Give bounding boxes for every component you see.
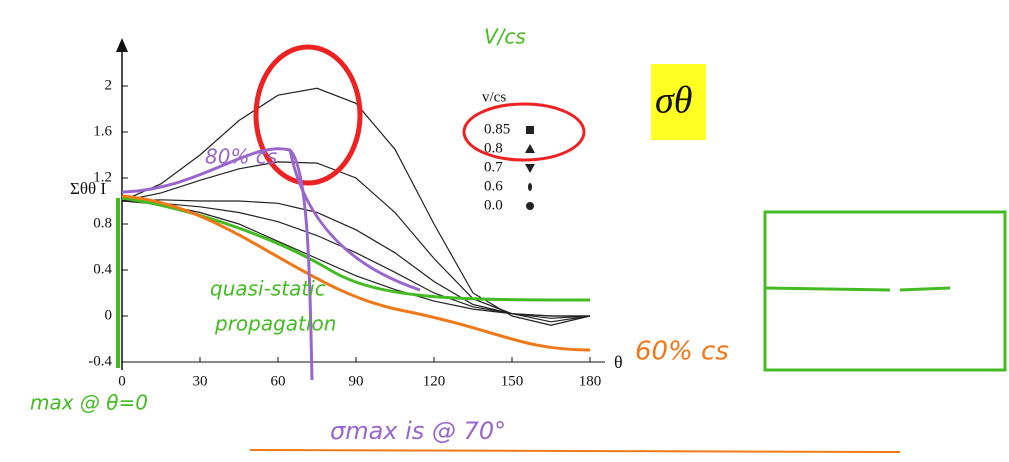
y-arrow xyxy=(116,38,128,52)
annotation: max @ θ=0 xyxy=(30,391,148,415)
y-tick-label: 0.8 xyxy=(93,215,112,231)
legend-marker xyxy=(528,183,532,191)
y-tick-label: 2 xyxy=(105,77,113,93)
slide-symbol: σθ xyxy=(655,80,692,122)
y-tick-label: 0.4 xyxy=(93,261,112,277)
legend-marker xyxy=(526,202,534,210)
orange-stroke xyxy=(122,196,590,350)
x-tick-label: 30 xyxy=(193,373,208,389)
legend-title: v/cs xyxy=(482,89,506,105)
clip xyxy=(706,60,766,150)
purple-stroke xyxy=(122,149,312,380)
annotation: 60% cs xyxy=(635,337,729,367)
green-stroke xyxy=(765,288,950,290)
x-axis-label: θ xyxy=(614,352,623,372)
series-line xyxy=(122,88,590,325)
y-tick-label: 0 xyxy=(105,307,113,323)
y-tick-label: 1.2 xyxy=(93,169,112,185)
legend-label: 0.0 xyxy=(484,197,503,213)
legend-label: 0.7 xyxy=(484,159,503,175)
x-tick-label: 60 xyxy=(271,373,286,389)
annotation: quasi-static xyxy=(210,277,326,301)
legend-label: 0.6 xyxy=(484,178,503,194)
legend-marker xyxy=(525,144,535,153)
legend-marker xyxy=(525,164,535,173)
annotation: V/cs xyxy=(484,25,526,49)
y-tick-label: 1.6 xyxy=(93,123,112,139)
chart: σθ Σθθ I θ v/cs -0.400.40.81.21.62030609… xyxy=(0,0,1009,462)
orange-underline xyxy=(250,450,900,452)
annotation: σmax is @ 70° xyxy=(330,417,506,445)
x-tick-label: 90 xyxy=(349,373,364,389)
x-tick-label: 150 xyxy=(501,373,524,389)
legend-marker xyxy=(526,126,534,134)
legend-label: 0.85 xyxy=(484,121,510,137)
x-tick-label: 0 xyxy=(118,373,126,389)
x-tick-label: 180 xyxy=(579,373,602,389)
red-circle xyxy=(464,104,584,160)
y-tick-label: -0.4 xyxy=(88,353,112,369)
annotation: 80% cs xyxy=(205,145,277,169)
annotation: propagation xyxy=(214,312,336,336)
x-tick-label: 120 xyxy=(423,373,446,389)
